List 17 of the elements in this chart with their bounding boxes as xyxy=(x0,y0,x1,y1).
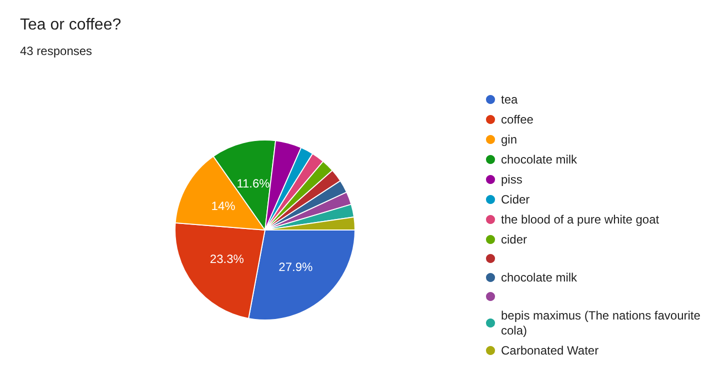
data-label: 14% xyxy=(211,199,236,214)
legend-label: gin xyxy=(501,132,518,146)
legend-label: the blood of a pure white goat xyxy=(501,212,660,226)
chart-title: Tea or coffee? xyxy=(20,16,122,34)
legend-label: cider xyxy=(501,232,528,246)
legend-label: Cider xyxy=(501,192,530,206)
legend-label: bepis maximus (The nations favourite cola) xyxy=(501,308,704,338)
legend-label: tea xyxy=(501,92,518,106)
legend-label: coffee xyxy=(501,112,534,126)
data-label: 11.6% xyxy=(236,176,270,190)
legend-label: chocolate milk xyxy=(501,152,578,166)
text: 43 responses xyxy=(20,44,92,58)
legend-label: chocolate milk xyxy=(501,270,578,284)
legend-label: Carbonated Water xyxy=(501,344,599,358)
data-label: 27.9% xyxy=(278,260,314,274)
data-label: 23.3% xyxy=(210,252,244,266)
legend-label: piss xyxy=(501,172,522,186)
